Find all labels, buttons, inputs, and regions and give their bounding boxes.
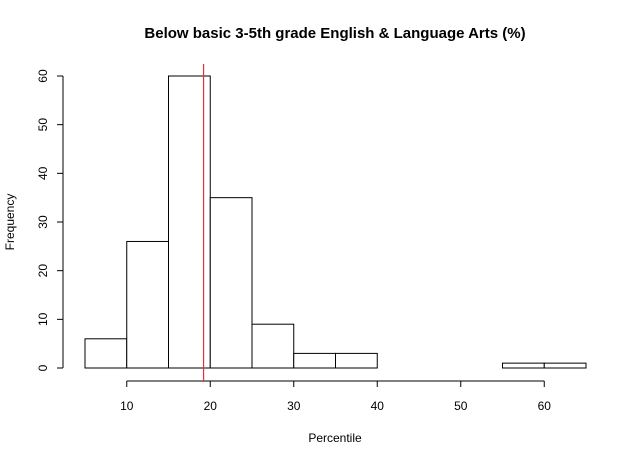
x-tick-label: 60 — [538, 399, 552, 413]
histogram-bar — [209, 197, 253, 369]
y-tick-label: 10 — [36, 312, 50, 326]
y-tick-label: 20 — [36, 264, 50, 278]
y-tick-label: 50 — [36, 118, 50, 132]
histogram-bar — [543, 362, 587, 369]
x-tick-label: 30 — [287, 399, 301, 413]
histogram-bar — [126, 240, 169, 369]
x-tick-label: 50 — [454, 399, 468, 413]
y-tick-label: 0 — [36, 364, 50, 371]
bars-group — [84, 75, 587, 369]
y-tick-label: 60 — [36, 69, 50, 83]
chart-title: Below basic 3-5th grade English & Langua… — [144, 25, 525, 42]
y-axis-label: Frequency — [3, 194, 17, 251]
x-tick-label: 10 — [120, 399, 134, 413]
x-tick-label: 20 — [204, 399, 218, 413]
histogram-bar — [293, 352, 336, 369]
x-tick-label: 40 — [371, 399, 385, 413]
histogram-bar — [502, 362, 545, 369]
histogram-bar — [251, 323, 295, 369]
y-tick-label: 40 — [36, 166, 50, 180]
histogram-bar — [84, 338, 128, 369]
histogram-bar — [335, 352, 378, 369]
x-axis: 10 20 30 40 50 60 — [120, 380, 552, 413]
y-tick-label: 30 — [36, 215, 50, 229]
y-axis: 0 10 20 30 40 50 60 — [36, 69, 64, 371]
x-axis-label: Percentile — [308, 431, 362, 445]
